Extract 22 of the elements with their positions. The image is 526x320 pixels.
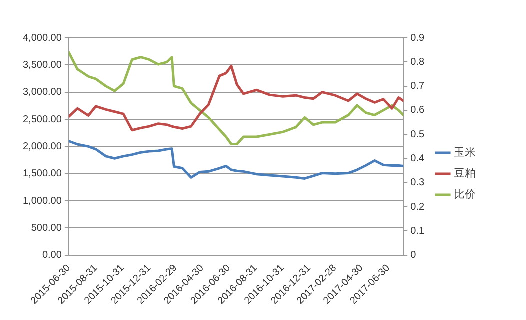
y-tick-label: 500.00: [31, 222, 62, 234]
y2-tick-label: 0.7: [410, 81, 425, 92]
legend-label: 玉米: [454, 146, 476, 159]
y2-tick-label: 0.4: [410, 153, 425, 164]
legend-label: 比价: [454, 188, 476, 201]
y2-tick-label: 0.5: [410, 129, 425, 140]
y2-tick-label: 0.8: [410, 56, 425, 68]
y2-tick-label: 0.2: [410, 202, 425, 213]
y2-tick-label: 0.9: [410, 32, 425, 44]
y-tick-label: 3,500.00: [22, 60, 62, 71]
legend-label: 豆粕: [454, 166, 476, 180]
y-tick-label: 3,000.00: [22, 87, 62, 98]
y-tick-label: 4,000.00: [22, 32, 62, 44]
y2-tick-label: 0: [410, 250, 417, 262]
y-tick-label: 1,500.00: [22, 168, 62, 180]
y-tick-label: 2,500.00: [22, 114, 62, 126]
y-tick-label: 2,000.00: [22, 141, 62, 152]
y2-tick-label: 0.6: [410, 105, 425, 116]
y2-tick-label: 0.3: [410, 178, 425, 189]
y2-tick-label: 0.1: [410, 226, 425, 237]
y-tick-label: 1,000.00: [22, 196, 62, 207]
y-tick-label: 0.00: [42, 250, 62, 262]
